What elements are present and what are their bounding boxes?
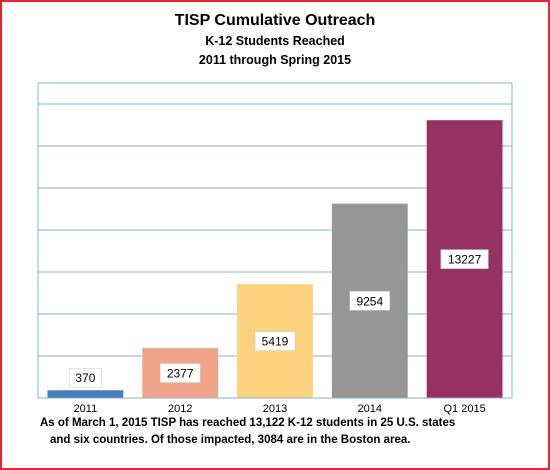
caption-line-2: and six countries. Of those impacted, 30… — [50, 434, 411, 446]
chart-subtitle-2: 2011 through Spring 2015 — [198, 53, 352, 67]
x-tick-label: Q1 2015 — [443, 403, 485, 415]
x-tick-label: 2014 — [358, 403, 382, 415]
chart-title-block: TISP Cumulative Outreach K-12 Students R… — [0, 10, 550, 70]
data-label: 13227 — [448, 253, 482, 267]
chart-caption: As of March 1, 2015 TISP has reached 13,… — [40, 415, 540, 449]
caption-line-1: As of March 1, 2015 TISP has reached 13,… — [40, 417, 456, 429]
bar — [47, 390, 124, 398]
chart-title: TISP Cumulative Outreach — [174, 12, 376, 29]
chart-subtitle-1: K-12 Students Reached — [205, 34, 345, 48]
data-label-box — [68, 367, 102, 388]
x-tick-label: 2012 — [168, 403, 192, 415]
x-tick-label: 2011 — [74, 403, 98, 415]
data-label: 9254 — [356, 294, 383, 308]
plot-border — [37, 82, 513, 399]
data-label-box — [440, 249, 489, 269]
data-label-box — [254, 331, 296, 351]
data-label: 2377 — [167, 367, 194, 381]
data-label-box — [159, 363, 201, 383]
x-tick-label: 2013 — [263, 403, 287, 415]
data-label-box — [349, 291, 391, 311]
data-label: 5419 — [262, 335, 289, 349]
data-label: 370 — [75, 371, 95, 385]
